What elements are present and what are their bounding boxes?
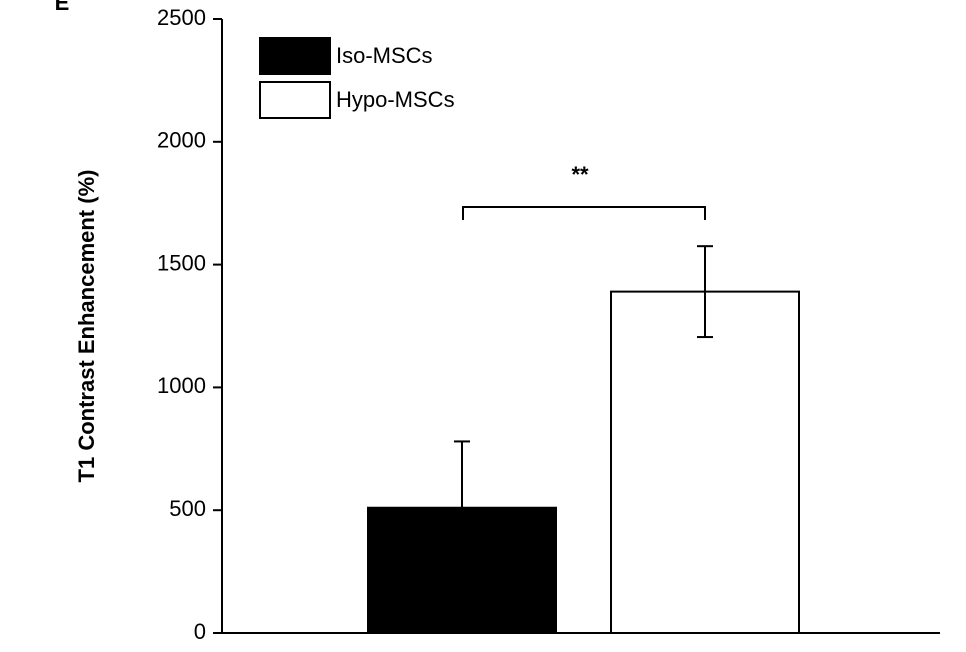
y-axis-label: T1 Contrast Enhancement (%) xyxy=(74,170,99,483)
panel-label: E xyxy=(55,0,70,15)
legend-label: Hypo-MSCs xyxy=(336,87,455,112)
legend-swatch xyxy=(259,81,331,119)
y-tick-label: 1000 xyxy=(157,373,206,398)
bar xyxy=(610,290,800,634)
legend-label: Iso-MSCs xyxy=(336,43,433,68)
significance-bracket xyxy=(462,206,706,220)
y-tick-label: 1500 xyxy=(157,250,206,275)
legend-swatch xyxy=(259,37,331,75)
y-tick-label: 2000 xyxy=(157,128,206,153)
significance-annotation: ** xyxy=(571,162,589,187)
y-tick-label: 0 xyxy=(194,619,206,644)
y-tick-label: 500 xyxy=(169,496,206,521)
y-tick-label: 2500 xyxy=(157,5,206,30)
